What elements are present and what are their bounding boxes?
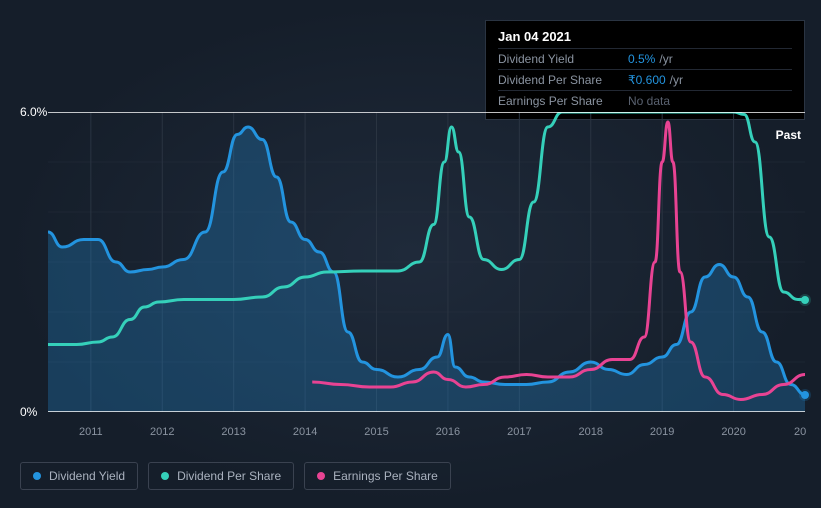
legend: Dividend Yield Dividend Per Share Earnings… [20, 462, 451, 490]
legend-dot-icon [33, 472, 41, 480]
legend-label: Dividend Per Share [177, 469, 281, 483]
tooltip: Jan 04 2021 Dividend Yield0.5%/yrDividen… [485, 20, 805, 120]
tooltip-row: Dividend Yield0.5% /yr [498, 48, 792, 69]
tooltip-date: Jan 04 2021 [498, 29, 792, 44]
tooltip-nodata: No data [628, 94, 670, 108]
tooltip-label: Dividend Yield [498, 52, 628, 66]
tooltip-row: Earnings Per ShareNo data [498, 90, 792, 111]
x-axis-label: 2018 [579, 426, 603, 438]
legend-item[interactable]: Earnings Per Share [304, 462, 451, 490]
tooltip-label: Earnings Per Share [498, 94, 628, 108]
chart-svg [48, 112, 805, 412]
tooltip-value: ₹0.600 [628, 73, 666, 87]
tooltip-row: Dividend Per Share₹0.600/yr [498, 69, 792, 90]
tooltip-unit: /yr [670, 73, 683, 87]
tooltip-value: 0.5% [628, 52, 655, 66]
legend-item[interactable]: Dividend Yield [20, 462, 138, 490]
x-axis-label: 2015 [364, 426, 388, 438]
x-axis-label: 2016 [436, 426, 460, 438]
series-marker-dividend_yield [801, 391, 809, 399]
legend-dot-icon [161, 472, 169, 480]
tooltip-unit: /yr [659, 52, 672, 66]
tooltip-label: Dividend Per Share [498, 73, 628, 87]
x-axis-label: 20 [794, 426, 806, 438]
x-axis-label: 2020 [721, 426, 745, 438]
legend-dot-icon [317, 472, 325, 480]
x-axis-label: 2019 [650, 426, 674, 438]
y-axis-label: 6.0% [20, 105, 47, 119]
y-axis-label: 0% [20, 405, 37, 419]
legend-label: Earnings Per Share [333, 469, 438, 483]
chart-container: Jan 04 2021 Dividend Yield0.5%/yrDividen… [0, 0, 821, 508]
past-label: Past [776, 128, 801, 142]
series-area-dividend_yield [48, 127, 805, 412]
legend-label: Dividend Yield [49, 469, 125, 483]
legend-item[interactable]: Dividend Per Share [148, 462, 294, 490]
series-marker-dividend_per_share [801, 296, 809, 304]
x-axis-label: 2013 [221, 426, 245, 438]
x-axis-label: 2012 [150, 426, 174, 438]
x-axis-label: 2011 [79, 426, 103, 438]
x-axis-label: 2014 [293, 426, 317, 438]
x-axis-label: 2017 [507, 426, 531, 438]
